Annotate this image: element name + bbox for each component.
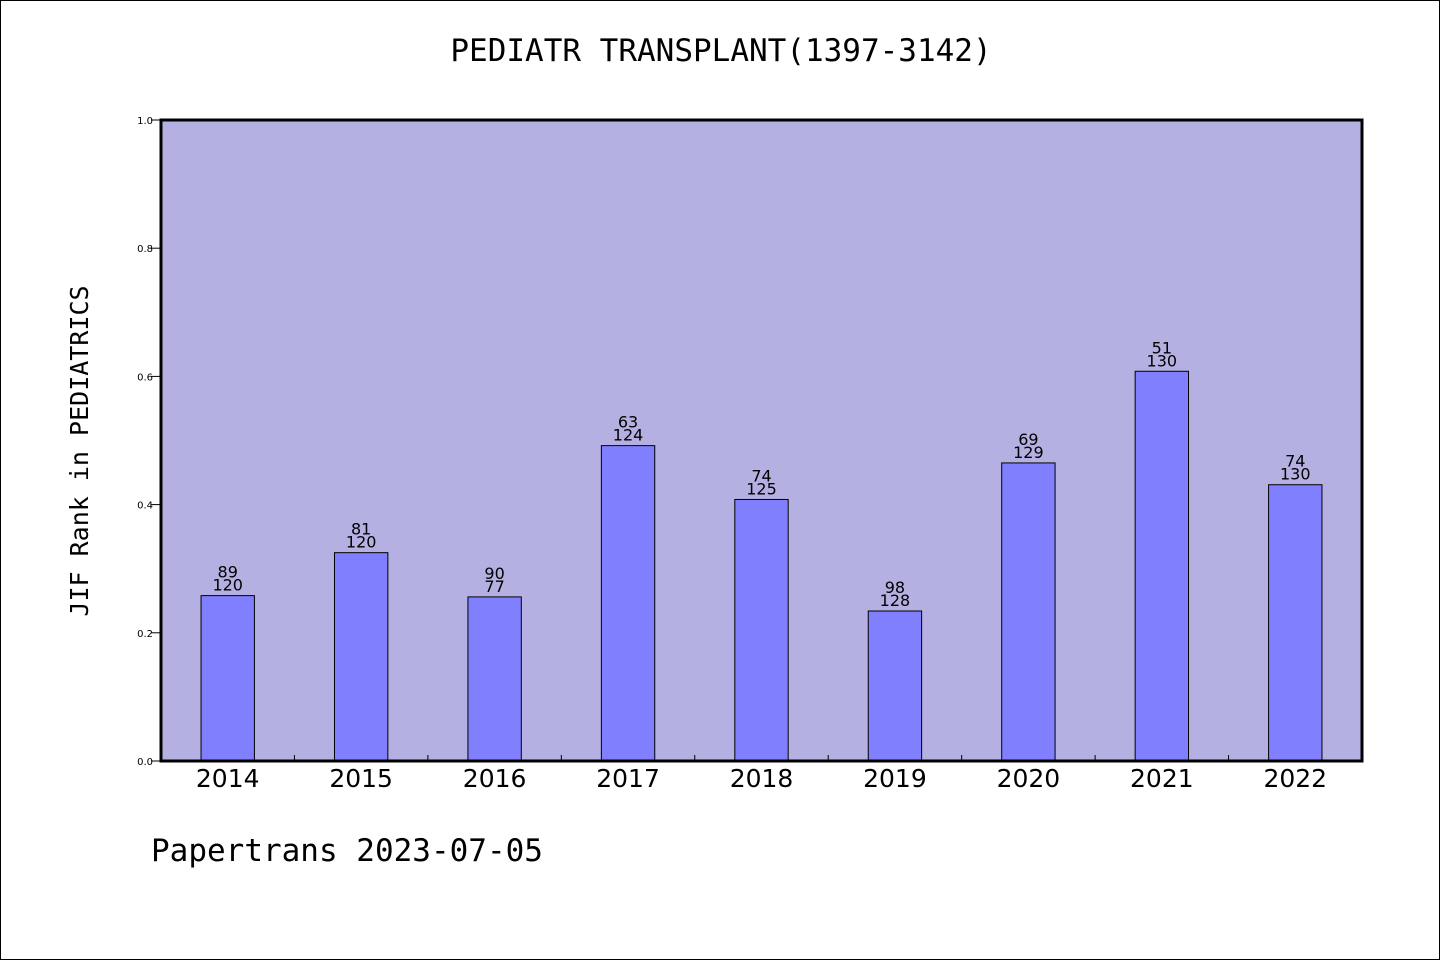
bar-rank-label: 74 — [1285, 452, 1305, 471]
footer-note: Papertrans 2023-07-05 — [151, 833, 543, 869]
bar-2015 — [333, 552, 389, 762]
x-category-label: 2016 — [463, 764, 527, 793]
bar-2016 — [467, 596, 522, 762]
bar-total-label: 129 — [1013, 443, 1044, 462]
bar-rank-label: 63 — [618, 413, 638, 432]
bar-rank-label: 74 — [751, 466, 771, 485]
bar-total-label: 77 — [484, 577, 504, 596]
bar-2019 — [867, 610, 923, 762]
x-category-label: 2014 — [196, 764, 260, 793]
bar-labels: 8912081120907763124741259812869129511307… — [212, 338, 1310, 610]
y-tick-label: 1.0 — [137, 116, 153, 127]
bar-total-label: 128 — [880, 591, 911, 610]
x-category-label: 2017 — [596, 764, 660, 793]
bar-total-label: 120 — [346, 533, 377, 552]
y-tick-label: 0.4 — [137, 501, 153, 512]
bar-total-label: 130 — [1280, 465, 1311, 484]
x-category-label: 2018 — [730, 764, 794, 793]
x-category-label: 2019 — [863, 764, 927, 793]
plot-frame — [159, 118, 1364, 763]
bar-2022 — [1268, 484, 1323, 762]
y-tick-label: 0.6 — [137, 372, 153, 383]
x-category-label: 2015 — [329, 764, 393, 793]
y-axis-ticks: 0.0 0.2 0.4 0.6 0.8 1.0 — [137, 116, 161, 768]
bar-total-label: 125 — [746, 479, 777, 498]
bar-2014 — [200, 595, 255, 762]
x-category-label: 2020 — [997, 764, 1061, 793]
bar-rank-label: 98 — [885, 578, 905, 597]
y-tick-label: 0.2 — [137, 629, 153, 640]
bar-rank-label: 51 — [1152, 338, 1172, 357]
x-category-label: 2021 — [1130, 764, 1194, 793]
bar-rank-label: 89 — [218, 563, 238, 582]
bar-2020 — [1001, 462, 1056, 762]
chart-title: PEDIATR TRANSPLANT(1397-3142) — [450, 33, 992, 69]
bar-rank-label: 69 — [1018, 430, 1038, 449]
bar-total-label: 120 — [212, 576, 243, 595]
category-labels: 2014 2015 2016 2017 2018 2019 2020 2021 2022 — [196, 764, 1327, 793]
bar-total-label: 124 — [613, 426, 644, 445]
bars — [200, 370, 1323, 762]
bar-rank-label: 90 — [484, 564, 504, 583]
bar-total-label: 130 — [1147, 351, 1178, 370]
y-tick-label: 0.0 — [137, 757, 153, 768]
bar-rank-label: 81 — [351, 520, 371, 539]
y-tick-label: 0.8 — [137, 244, 153, 255]
bar-2021 — [1134, 370, 1190, 762]
x-category-label: 2022 — [1263, 764, 1327, 793]
bar-2018 — [734, 498, 789, 762]
bar-2017 — [600, 445, 656, 762]
